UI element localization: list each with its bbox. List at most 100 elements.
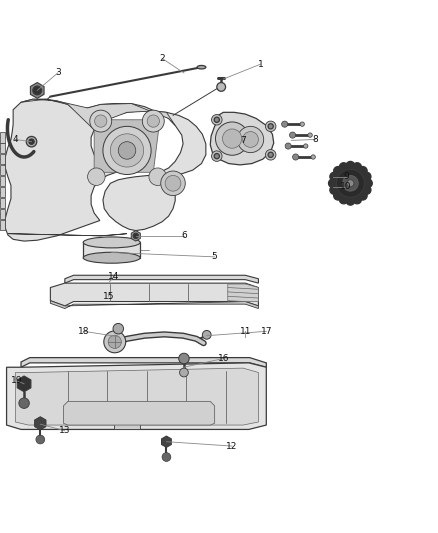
Text: 7: 7 [240, 136, 246, 146]
Polygon shape [0, 176, 5, 187]
Circle shape [285, 143, 291, 149]
Text: 12: 12 [226, 441, 238, 450]
Polygon shape [30, 83, 44, 98]
Circle shape [330, 185, 339, 195]
Ellipse shape [197, 66, 206, 69]
Polygon shape [0, 187, 5, 197]
Text: 14: 14 [108, 272, 120, 281]
Circle shape [339, 163, 348, 172]
Polygon shape [5, 99, 206, 241]
Circle shape [108, 335, 121, 349]
Circle shape [339, 195, 348, 204]
Text: 3: 3 [55, 68, 61, 77]
Circle shape [118, 142, 136, 159]
Circle shape [362, 185, 371, 195]
Text: 18: 18 [78, 327, 90, 336]
Text: 17: 17 [261, 327, 272, 336]
Circle shape [88, 168, 105, 185]
Polygon shape [83, 243, 140, 258]
Circle shape [202, 330, 211, 339]
Circle shape [334, 166, 343, 175]
Circle shape [237, 126, 264, 152]
Circle shape [33, 86, 42, 95]
Text: 13: 13 [59, 426, 71, 435]
Circle shape [330, 172, 339, 181]
Polygon shape [0, 165, 5, 175]
Circle shape [95, 115, 107, 127]
Circle shape [308, 133, 312, 138]
Polygon shape [0, 209, 5, 219]
Polygon shape [0, 143, 5, 154]
Circle shape [265, 150, 276, 160]
Text: 5: 5 [212, 252, 218, 261]
Circle shape [215, 122, 249, 155]
Text: 15: 15 [103, 292, 114, 301]
Text: 1: 1 [258, 60, 264, 69]
Text: 4: 4 [13, 135, 18, 144]
Polygon shape [64, 401, 215, 425]
Circle shape [304, 144, 308, 148]
Circle shape [311, 155, 315, 159]
Circle shape [110, 134, 144, 167]
Circle shape [147, 115, 159, 127]
Polygon shape [94, 120, 160, 172]
Circle shape [268, 124, 273, 129]
Ellipse shape [83, 237, 140, 248]
Circle shape [113, 324, 124, 334]
Circle shape [161, 171, 185, 196]
Circle shape [300, 122, 304, 126]
Circle shape [212, 151, 222, 161]
Circle shape [36, 435, 45, 444]
Circle shape [26, 136, 37, 147]
Circle shape [358, 166, 367, 175]
Polygon shape [162, 436, 171, 447]
Polygon shape [50, 301, 258, 309]
Circle shape [212, 115, 222, 125]
Circle shape [353, 195, 361, 204]
Circle shape [165, 175, 181, 191]
Circle shape [347, 180, 354, 187]
Circle shape [243, 132, 258, 147]
Polygon shape [15, 368, 258, 425]
Polygon shape [0, 198, 5, 208]
Polygon shape [7, 363, 266, 430]
Polygon shape [0, 132, 5, 142]
Polygon shape [0, 220, 5, 230]
Circle shape [282, 121, 288, 127]
Polygon shape [17, 376, 31, 392]
Circle shape [265, 121, 276, 132]
Circle shape [133, 233, 138, 238]
Polygon shape [228, 284, 258, 302]
Polygon shape [65, 275, 258, 283]
Text: 9: 9 [343, 172, 349, 181]
Text: 19: 19 [11, 376, 22, 385]
Circle shape [343, 175, 358, 191]
Circle shape [364, 179, 372, 188]
Polygon shape [50, 283, 258, 306]
Circle shape [103, 126, 151, 174]
Polygon shape [0, 154, 5, 165]
Circle shape [162, 453, 171, 462]
Text: 11: 11 [240, 327, 251, 336]
Polygon shape [21, 358, 266, 367]
Circle shape [29, 139, 34, 144]
Circle shape [90, 110, 112, 132]
Circle shape [290, 132, 296, 138]
Circle shape [334, 191, 343, 200]
Circle shape [346, 161, 355, 170]
Circle shape [268, 152, 273, 157]
Ellipse shape [83, 252, 140, 263]
Circle shape [362, 172, 371, 181]
Polygon shape [131, 231, 140, 241]
Circle shape [358, 191, 367, 200]
Text: 10: 10 [340, 182, 352, 191]
Circle shape [149, 168, 166, 185]
Circle shape [214, 117, 219, 123]
Circle shape [19, 398, 29, 408]
Polygon shape [210, 112, 274, 165]
Circle shape [336, 169, 364, 197]
Polygon shape [8, 233, 127, 236]
Text: 16: 16 [218, 354, 229, 363]
Circle shape [180, 368, 188, 377]
Circle shape [142, 110, 164, 132]
